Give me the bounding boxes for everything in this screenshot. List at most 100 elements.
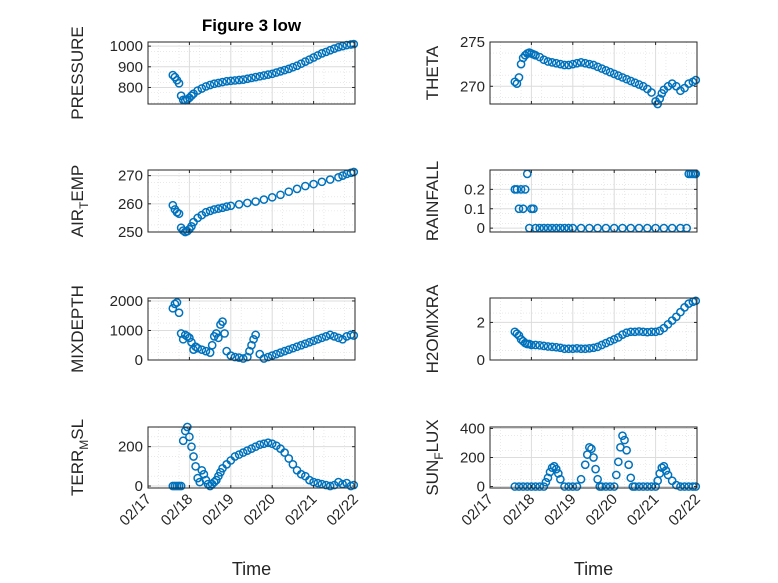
data-point <box>334 42 343 52</box>
data-point <box>176 481 186 491</box>
data-point <box>634 327 644 336</box>
data-point <box>317 49 327 58</box>
data-point <box>624 460 634 470</box>
y-tick-label: 0 <box>477 479 485 496</box>
y-tick-label: 275 <box>460 34 485 51</box>
data-point <box>313 334 323 344</box>
data-point <box>514 73 524 82</box>
data-point <box>251 197 260 206</box>
y-axis-label: THETA <box>423 45 442 100</box>
data-point <box>288 343 298 353</box>
data-point <box>329 332 339 341</box>
data-point <box>568 59 578 69</box>
data-point <box>622 328 631 338</box>
data-point <box>560 60 569 70</box>
data-point <box>572 482 582 491</box>
y-tick-label: 2000 <box>110 293 143 310</box>
data-point <box>313 51 323 60</box>
data-point <box>647 482 656 491</box>
data-point <box>174 308 184 318</box>
data-point <box>292 61 302 71</box>
data-point <box>547 342 557 352</box>
data-point <box>214 204 223 213</box>
subplot-5: 0 1000 2000 MIXDEPTH <box>68 285 359 373</box>
data-point <box>267 439 277 449</box>
data-point <box>220 329 229 338</box>
data-point <box>564 482 574 491</box>
x-tick-label: 02/18 <box>158 491 197 530</box>
data-point <box>214 333 223 343</box>
data-point <box>267 192 277 202</box>
data-point <box>172 207 182 217</box>
data-point <box>605 336 615 346</box>
data-point <box>263 352 273 362</box>
data-point <box>630 78 640 88</box>
data-point <box>230 76 240 85</box>
y-tick-label: 1000 <box>110 322 143 339</box>
data-point <box>638 482 648 491</box>
data-point <box>580 344 590 354</box>
data-point <box>512 329 522 339</box>
data-point <box>547 58 557 67</box>
data-point <box>531 340 540 350</box>
data-point <box>174 78 184 88</box>
data-point <box>321 332 331 341</box>
data-point <box>243 74 252 84</box>
data-point <box>634 80 644 89</box>
data-point <box>605 482 615 491</box>
x-tick-label: 02/18 <box>500 491 539 530</box>
y-axis-label: MIXDEPTH <box>68 285 87 373</box>
plot-area <box>148 298 355 360</box>
data-point <box>201 207 211 217</box>
series-markers <box>168 39 359 105</box>
data-point <box>334 172 343 182</box>
x-tick-label: 02/20 <box>240 491 279 530</box>
y-tick-label: 200 <box>118 439 143 456</box>
plot-area <box>490 170 697 232</box>
data-point <box>309 336 318 346</box>
data-point <box>334 333 343 343</box>
data-point <box>174 209 184 219</box>
data-point <box>205 206 215 216</box>
data-point <box>305 55 314 64</box>
data-point <box>211 329 221 338</box>
x-tick-label: 02/21 <box>624 491 663 530</box>
subplot-2: 270 275 THETA <box>423 34 701 109</box>
data-point <box>349 480 359 490</box>
data-point <box>259 354 269 363</box>
x-axis-label: Time <box>574 559 613 579</box>
data-point <box>300 57 310 66</box>
subplot-1: 800 900 1000 PRESSURE <box>68 26 359 120</box>
data-point <box>527 340 536 350</box>
data-point <box>271 349 281 359</box>
series-markers <box>510 48 701 109</box>
x-tick-label: 02/22 <box>323 491 362 530</box>
data-point <box>691 482 701 491</box>
data-point <box>191 462 200 471</box>
data-point <box>642 482 652 491</box>
data-point <box>630 482 640 491</box>
x-tick-label: 02/20 <box>582 491 621 530</box>
series-markers <box>168 298 359 363</box>
data-point <box>556 59 565 69</box>
data-point <box>531 50 540 60</box>
data-point <box>539 55 549 65</box>
subplot-7: 0 200 02/17 02/18 02/19 02/20 02/21 02/22 TERRMS… <box>68 419 362 579</box>
data-point <box>247 444 256 453</box>
grid <box>490 427 697 488</box>
data-point <box>276 66 285 76</box>
data-point <box>334 477 343 487</box>
data-point <box>618 330 627 339</box>
data-point <box>280 448 289 457</box>
data-point <box>226 76 236 86</box>
data-point <box>251 72 260 82</box>
data-point <box>529 204 538 214</box>
data-point <box>234 353 244 362</box>
data-point <box>514 482 524 491</box>
data-point <box>514 204 524 214</box>
data-point <box>187 442 196 452</box>
data-point <box>267 69 277 79</box>
data-point <box>572 344 582 353</box>
data-point <box>238 448 248 457</box>
